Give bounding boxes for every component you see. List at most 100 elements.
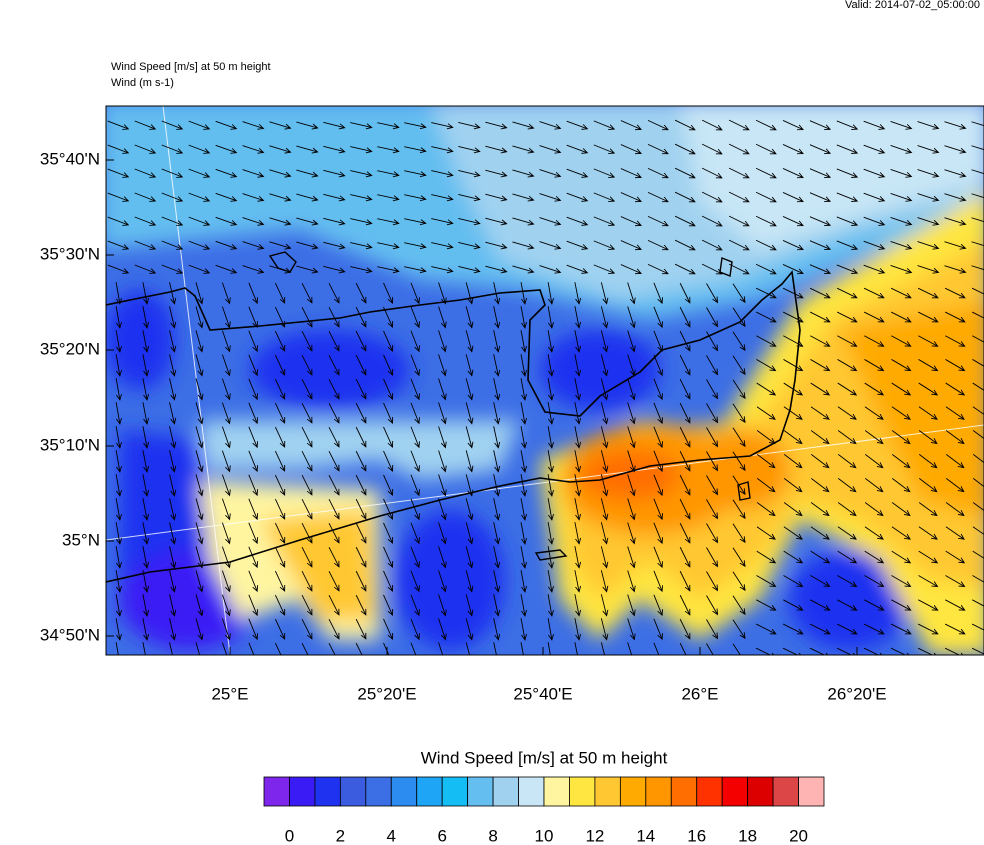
- wind-arrow: [195, 642, 201, 655]
- lon-label: 26°20'E: [827, 684, 886, 703]
- wind-arrow: [404, 122, 427, 130]
- colorbar-label: 10: [535, 826, 554, 845]
- wind-arrow: [221, 570, 231, 593]
- wind-arrow: [809, 120, 832, 131]
- wind-arrow: [679, 378, 691, 400]
- wind-arrow: [593, 264, 616, 274]
- wind-arrow: [945, 599, 966, 611]
- wind-arrow: [195, 354, 204, 377]
- wind-arrow: [410, 570, 420, 593]
- wind-arrow: [161, 168, 184, 178]
- wind-arrow: [647, 119, 669, 131]
- wind-arrow: [142, 354, 150, 377]
- wind-arrow: [493, 618, 501, 641]
- wind-arrow: [485, 169, 508, 178]
- wind-arrow: [188, 144, 211, 154]
- wind-arrow: [891, 550, 912, 564]
- wind-arrow: [539, 121, 562, 130]
- wind-arrow: [242, 121, 265, 130]
- wind-arrow: [647, 215, 669, 227]
- wind-arrow: [248, 402, 258, 425]
- wind-arrow: [706, 307, 719, 328]
- wind-arrow: [410, 546, 420, 569]
- island: [534, 549, 568, 561]
- wind-arrow: [891, 406, 911, 420]
- wind-arrow: [301, 570, 313, 592]
- wind-arrow: [269, 193, 292, 202]
- wind-arrow: [465, 426, 474, 449]
- wind-arrow: [169, 426, 177, 449]
- wind-arrow: [493, 546, 501, 569]
- wind-arrow: [647, 167, 669, 179]
- wind-arrow: [918, 430, 938, 445]
- wind-arrow: [890, 287, 912, 299]
- wind-arrow: [679, 618, 691, 640]
- wind-arrow: [493, 378, 501, 401]
- wind-arrow: [627, 402, 636, 425]
- wind-arrow: [809, 287, 831, 299]
- wind-arrow: [837, 335, 858, 347]
- wind-arrow: [755, 167, 777, 179]
- valid-time: Valid: 2014-07-02_05:00:00: [845, 0, 980, 11]
- wind-arrow: [917, 217, 940, 226]
- wind-arrow: [248, 498, 258, 521]
- wind-arrow: [674, 167, 696, 179]
- wind-arrow: [269, 217, 292, 226]
- island: [737, 481, 751, 501]
- wind-arrow: [248, 426, 258, 449]
- wind-arrow: [547, 282, 554, 305]
- wind-arrow: [142, 522, 150, 545]
- colorbar-label: 20: [789, 826, 808, 845]
- wind-arrow: [465, 642, 470, 655]
- wind-arrow: [971, 265, 984, 271]
- wind-arrow: [161, 192, 184, 202]
- colorbar-title: Wind Speed [m/s] at 50 m height: [421, 748, 668, 767]
- wind-arrow: [679, 402, 691, 424]
- wind-arrow: [809, 168, 832, 179]
- wind-arrow: [891, 575, 912, 588]
- wind-arrow: [107, 144, 130, 154]
- wind-arrow: [972, 526, 984, 535]
- wind-arrow: [918, 382, 939, 396]
- wind-arrow: [674, 191, 696, 203]
- wind-arrow: [701, 119, 723, 131]
- wind-arrow: [301, 546, 313, 568]
- wind-arrow: [134, 168, 157, 178]
- wind-arrow: [520, 474, 528, 497]
- wind-arrow: [410, 306, 420, 329]
- wind-arrow: [918, 453, 938, 469]
- wind-arrow: [945, 406, 965, 420]
- wind-arrow: [756, 502, 776, 517]
- wind-arrow: [972, 575, 984, 583]
- wind-arrow: [917, 265, 940, 274]
- wind-arrow: [520, 378, 528, 401]
- wind-arrow: [600, 498, 609, 521]
- wind-arrow: [458, 146, 481, 154]
- wind-arrow: [837, 382, 858, 396]
- wind-arrow: [248, 594, 258, 617]
- wind-arrow: [465, 330, 474, 353]
- wind-arrow: [107, 192, 130, 202]
- wind-arrow: [328, 642, 336, 655]
- wind-arrow: [431, 218, 454, 226]
- wind-arrow: [600, 354, 609, 377]
- wind-arrow: [810, 406, 830, 420]
- wind-arrow: [269, 121, 292, 130]
- colorbar-box: [619, 776, 647, 807]
- wind-arrow: [647, 263, 669, 275]
- wind-arrow: [438, 330, 447, 353]
- wind-arrow: [221, 330, 231, 353]
- wind-arrow: [972, 550, 984, 559]
- wind-arrow: [248, 450, 258, 473]
- wind-arrow: [782, 192, 804, 203]
- wind-arrow: [890, 120, 913, 130]
- wind-arrow: [574, 474, 582, 497]
- wind-arrow: [945, 359, 966, 372]
- wind-arrow: [891, 430, 911, 445]
- wind-arrow: [115, 450, 122, 473]
- wind-arrow: [810, 382, 831, 396]
- colorbar-box: [543, 776, 570, 807]
- wind-arrow: [274, 330, 286, 352]
- wind-arrow: [169, 546, 177, 569]
- wind-arrow: [653, 282, 663, 305]
